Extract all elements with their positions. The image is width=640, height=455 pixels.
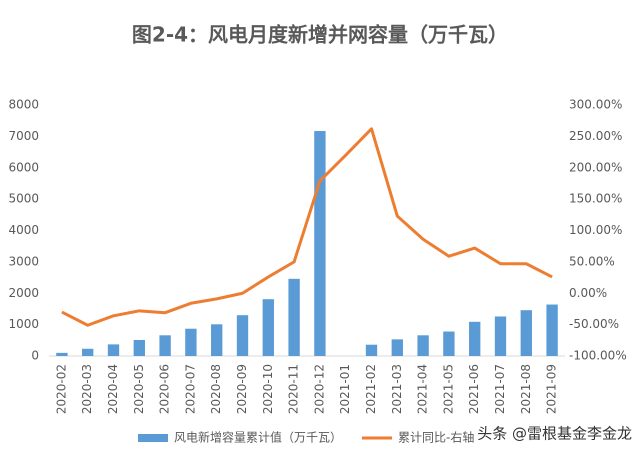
x-tick-label: 2020-09 xyxy=(235,364,249,414)
x-tick-label: 2020-11 xyxy=(287,364,301,414)
x-tick-label: 2021-01 xyxy=(338,364,352,414)
bar xyxy=(288,278,300,356)
x-tick-label: 2020-07 xyxy=(183,364,197,414)
y-tick-label: 5000 xyxy=(8,192,39,206)
legend-swatch xyxy=(138,434,168,442)
x-tick-label: 2020-10 xyxy=(261,364,275,414)
x-tick-label: 2021-05 xyxy=(441,364,455,414)
x-tick-label: 2021-09 xyxy=(545,364,559,414)
bar xyxy=(211,324,223,356)
bar xyxy=(417,335,429,356)
y-tick-label: 3000 xyxy=(8,254,39,268)
x-tick-label: 2020-12 xyxy=(312,364,326,414)
x-tick-label: 2021-03 xyxy=(390,364,404,414)
x-tick-label: 2021-04 xyxy=(416,364,430,414)
x-tick-label: 2020-04 xyxy=(106,364,120,414)
bar xyxy=(82,348,94,356)
bar xyxy=(391,339,403,356)
y2-tick-label: -50.00% xyxy=(569,317,619,331)
x-tick-label: 2020-05 xyxy=(132,364,146,414)
x-tick-label: 2021-08 xyxy=(519,364,533,414)
x-tick-label: 2020-03 xyxy=(80,364,94,414)
y2-tick-label: 50.00% xyxy=(569,254,615,268)
bar xyxy=(236,315,249,356)
bar xyxy=(469,321,481,356)
bar xyxy=(185,328,197,356)
y-tick-label: 0 xyxy=(31,349,39,363)
x-tick-label: 2021-06 xyxy=(467,364,481,414)
bar xyxy=(107,344,120,356)
legend-label: 风电新增容量累计值（万千瓦） xyxy=(174,430,342,445)
x-tick-label: 2020-02 xyxy=(54,364,68,414)
y-tick-label: 7000 xyxy=(8,129,39,143)
y2-tick-label: 250.00% xyxy=(569,129,622,143)
x-tick-label: 2020-08 xyxy=(209,364,223,414)
bar xyxy=(546,304,558,356)
y2-tick-label: 300.00% xyxy=(569,98,622,112)
y2-tick-label: 150.00% xyxy=(569,192,622,206)
y2-tick-label: 0.00% xyxy=(569,286,607,300)
y-tick-label: 2000 xyxy=(8,286,39,300)
y-tick-label: 8000 xyxy=(8,98,39,112)
bar xyxy=(56,352,68,356)
y-tick-label: 4000 xyxy=(8,223,39,237)
bar xyxy=(133,339,145,356)
y-tick-label: 1000 xyxy=(8,317,39,331)
x-tick-label: 2021-07 xyxy=(493,364,507,414)
legend-label: 累计同比-右轴 xyxy=(398,430,474,445)
bar xyxy=(365,344,378,356)
x-tick-label: 2021-02 xyxy=(364,364,378,414)
bar xyxy=(159,335,171,356)
y2-tick-label: 200.00% xyxy=(569,160,622,174)
bar xyxy=(443,331,455,356)
bar xyxy=(494,316,507,356)
bar xyxy=(262,299,274,356)
bar xyxy=(314,131,326,356)
y-tick-label: 6000 xyxy=(8,160,39,174)
bar xyxy=(520,310,532,356)
y2-tick-label: -100.00% xyxy=(569,349,627,363)
chart-title: 图2-4：风电月度新增并网容量（万千瓦） xyxy=(132,23,508,47)
watermark: 头条 @雷根基金李金龙 xyxy=(477,425,632,443)
x-tick-label: 2020-06 xyxy=(158,364,172,414)
y2-tick-label: 100.00% xyxy=(569,223,622,237)
line xyxy=(61,127,553,327)
